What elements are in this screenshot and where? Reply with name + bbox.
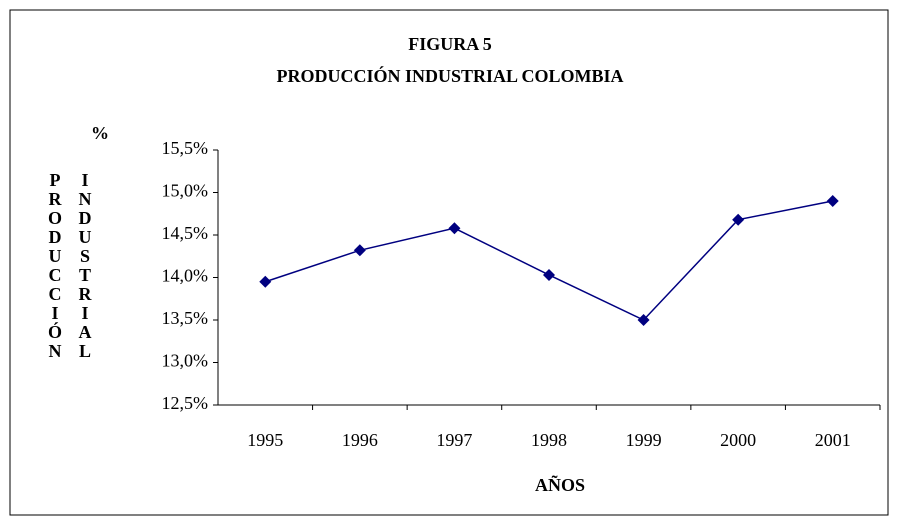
y-tick-label: 15,0% xyxy=(162,181,209,201)
marker xyxy=(826,195,839,207)
chart-title: FIGURA 5 xyxy=(408,34,492,54)
frame xyxy=(9,9,889,516)
x-tick-label: 1999 xyxy=(626,430,662,450)
y-tick-label: 13,0% xyxy=(162,351,209,371)
chart-subtitle: PRODUCCIÓN INDUSTRIAL COLOMBIA xyxy=(276,65,623,86)
x-tick-label: 2001 xyxy=(815,430,851,450)
y-tick-label: 14,0% xyxy=(162,266,209,286)
marker xyxy=(732,213,745,226)
y-axis-title: PRODUCCIÓN xyxy=(45,170,65,360)
x-axis-title: AÑOS xyxy=(535,474,585,495)
y-tick-label: 12,5% xyxy=(162,393,209,413)
x-tick-label: 1996 xyxy=(342,430,378,450)
marker xyxy=(637,314,650,326)
x-tick-label: 1995 xyxy=(247,430,283,450)
y-tick-label: 14,5% xyxy=(162,223,209,243)
x-tick-label: 1998 xyxy=(531,430,567,450)
y-tick-label: 13,5% xyxy=(162,308,209,328)
y-axis-unit: % xyxy=(91,123,109,143)
marker xyxy=(448,222,461,235)
y-tick-label: 15,5% xyxy=(162,138,209,158)
marker xyxy=(543,268,555,281)
marker xyxy=(353,244,366,257)
x-tick-label: 2000 xyxy=(720,430,756,450)
x-tick-label: 1997 xyxy=(436,430,472,450)
marker xyxy=(259,275,272,288)
y-axis-title: INDUSTRIAL xyxy=(75,170,95,360)
